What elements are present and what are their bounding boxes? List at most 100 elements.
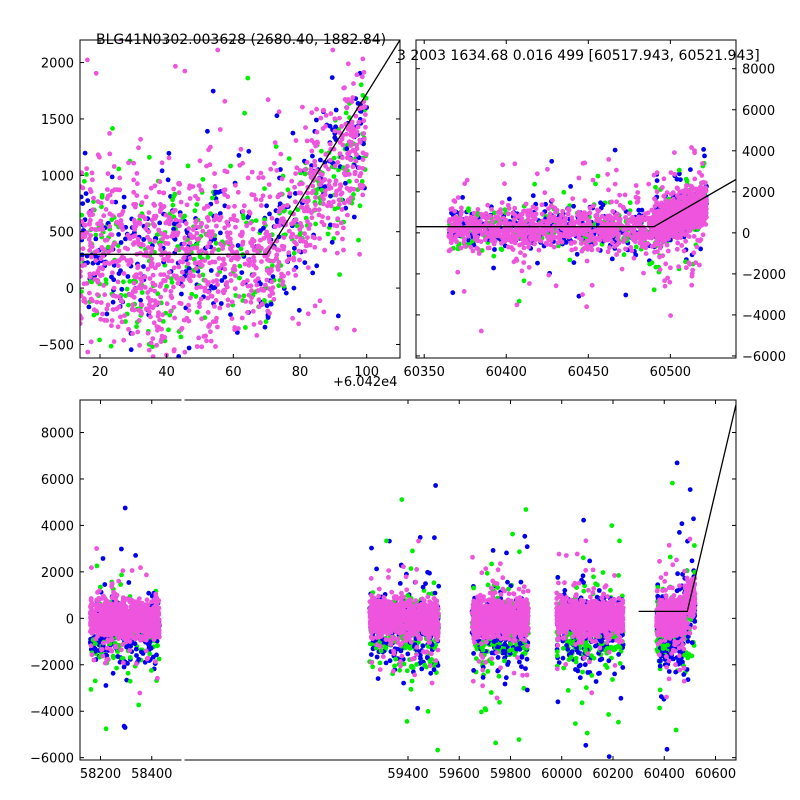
data-point: [489, 238, 494, 244]
data-point: [580, 292, 585, 297]
data-point: [231, 213, 237, 219]
data-point: [80, 194, 84, 200]
data-point: [216, 247, 222, 253]
data-point: [313, 195, 318, 200]
data-point: [612, 147, 618, 153]
data-point: [614, 199, 619, 205]
data-point: [101, 213, 107, 219]
data-point: [623, 215, 628, 220]
y-tick-label: 4000: [742, 145, 775, 160]
data-point: [491, 253, 497, 259]
data-point: [293, 199, 298, 205]
data-point: [135, 263, 141, 269]
data-point: [259, 259, 264, 264]
data-point: [351, 81, 356, 86]
data-point: [145, 330, 151, 336]
data-point: [573, 246, 578, 252]
data-point: [79, 22, 84, 27]
data-point: [295, 207, 301, 213]
data-point: [80, 185, 86, 191]
data-point: [606, 226, 612, 232]
data-point: [359, 179, 365, 184]
data-point: [203, 278, 208, 283]
data-point: [228, 246, 233, 252]
data-point: [576, 233, 582, 238]
data-point: [173, 217, 179, 223]
data-point: [80, 246, 86, 252]
data-point: [502, 181, 507, 187]
data-point: [276, 223, 282, 229]
data-point: [150, 344, 155, 350]
data-point: [161, 190, 167, 196]
data-point: [303, 243, 309, 249]
data-point: [200, 228, 206, 234]
data-point: [164, 301, 170, 307]
data-point: [80, 219, 85, 224]
data-point: [81, 297, 87, 302]
data-point: [639, 244, 645, 250]
data-point: [152, 216, 158, 221]
data-point: [344, 105, 350, 111]
axes-frame: [415, 39, 737, 359]
data-point: [268, 266, 274, 272]
data-point: [342, 200, 347, 206]
data-point: [633, 244, 639, 250]
data-point: [525, 208, 531, 214]
data-point: [197, 273, 202, 279]
data-point: [176, 180, 182, 186]
data-point: [219, 278, 225, 283]
data-point: [99, 245, 105, 250]
data-point: [173, 247, 179, 253]
data-point: [168, 289, 174, 294]
data-point: [233, 273, 238, 278]
data-point: [262, 186, 267, 192]
data-point: [524, 240, 530, 246]
data-point: [98, 232, 104, 238]
data-point: [107, 151, 113, 157]
data-point: [602, 238, 608, 243]
data-point: [303, 239, 308, 245]
y-tick-label: −6000: [742, 350, 786, 365]
data-point: [131, 242, 137, 247]
data-point: [232, 203, 237, 209]
data-point: [158, 26, 163, 31]
data-point: [217, 15, 222, 20]
data-point: [208, 329, 213, 335]
data-point: [199, 344, 205, 350]
data-point: [595, 247, 601, 252]
data-point: [157, 179, 163, 185]
data-points: [446, 145, 709, 334]
data-point: [88, 189, 94, 195]
data-point: [186, 266, 192, 271]
data-point: [113, 199, 119, 205]
data-point: [135, 329, 141, 335]
data-point: [492, 210, 497, 216]
data-point: [500, 162, 506, 168]
data-point: [291, 218, 297, 224]
data-point: [111, 164, 117, 169]
data-point: [683, 238, 689, 244]
data-point: [82, 222, 88, 228]
data-point: [448, 247, 453, 253]
data-point: [166, 155, 172, 161]
data-point: [119, 299, 125, 304]
data-point: [532, 181, 537, 187]
data-point: [551, 244, 557, 250]
data-point: [80, 293, 84, 299]
data-point: [643, 251, 649, 256]
data-point: [182, 429, 187, 434]
data-point: [138, 271, 143, 276]
data-point: [149, 256, 155, 262]
data-point: [271, 245, 276, 251]
data-point: [576, 293, 582, 299]
data-point: [605, 249, 611, 255]
data-point: [538, 238, 544, 244]
data-point: [685, 189, 691, 195]
data-point: [229, 316, 235, 321]
data-point: [142, 285, 148, 290]
data-point: [181, 255, 187, 261]
data-point: [148, 340, 154, 346]
data-point: [185, 359, 190, 364]
data-point: [642, 233, 648, 239]
data-point: [529, 234, 535, 239]
